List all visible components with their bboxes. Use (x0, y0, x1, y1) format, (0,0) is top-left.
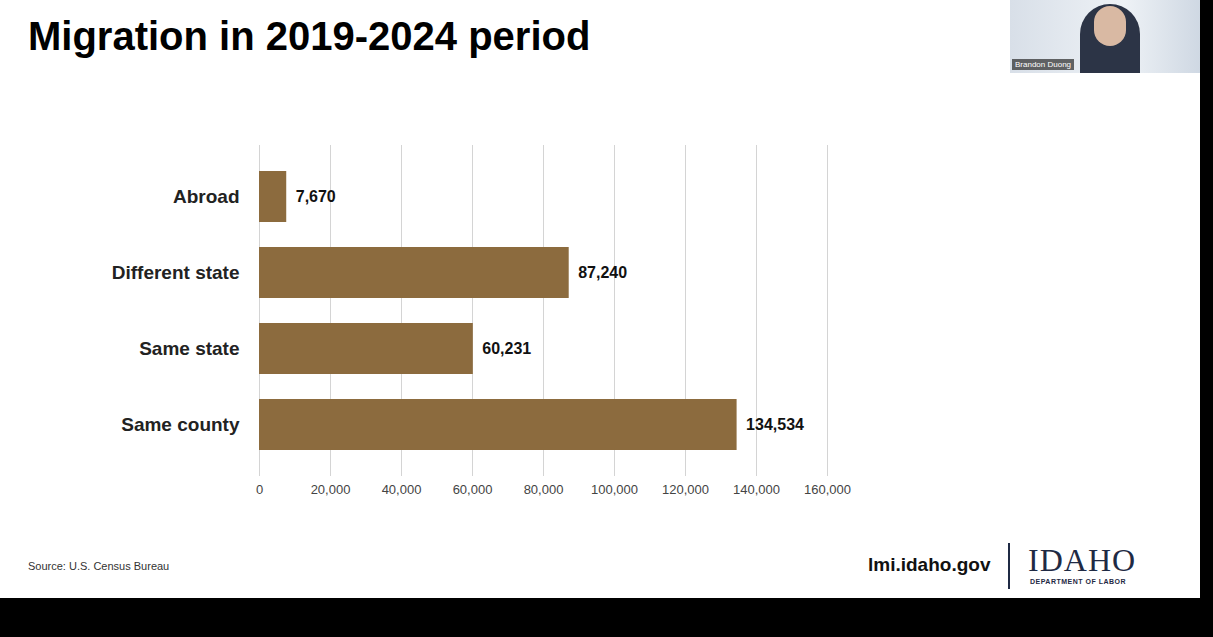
svg-text:Same state: Same state (139, 338, 239, 359)
svg-text:120,000: 120,000 (662, 482, 709, 497)
svg-text:134,534: 134,534 (746, 416, 804, 433)
svg-text:7,670: 7,670 (296, 188, 336, 205)
svg-text:Different state: Different state (112, 262, 240, 283)
svg-text:Abroad: Abroad (173, 186, 240, 207)
svg-text:140,000: 140,000 (733, 482, 780, 497)
html-text:Source: U.S. Census Bureau: Source: U.S. Census Bureau (28, 560, 170, 572)
html-text:DEPARTMENT OF LABOR: DEPARTMENT OF LABOR (1030, 578, 1127, 585)
svg-text:0: 0 (256, 482, 263, 497)
html-text:IDAHO: IDAHO (1028, 542, 1137, 578)
svg-text:20,000: 20,000 (311, 482, 351, 497)
html-text:lmi.idaho.gov: lmi.idaho.gov (868, 554, 991, 575)
svg-text:Same county: Same county (121, 414, 240, 435)
svg-text:60,000: 60,000 (453, 482, 493, 497)
html-text:Migration in 2019-2024 period: Migration in 2019-2024 period (28, 14, 591, 58)
html-text:Brandon Duong: Brandon Duong (1015, 60, 1071, 69)
svg-text:87,240: 87,240 (578, 264, 627, 281)
svg-text:160,000: 160,000 (804, 482, 851, 497)
svg-text:40,000: 40,000 (382, 482, 422, 497)
svg-text:100,000: 100,000 (591, 482, 638, 497)
svg-text:60,231: 60,231 (482, 340, 531, 357)
svg-text:80,000: 80,000 (524, 482, 564, 497)
